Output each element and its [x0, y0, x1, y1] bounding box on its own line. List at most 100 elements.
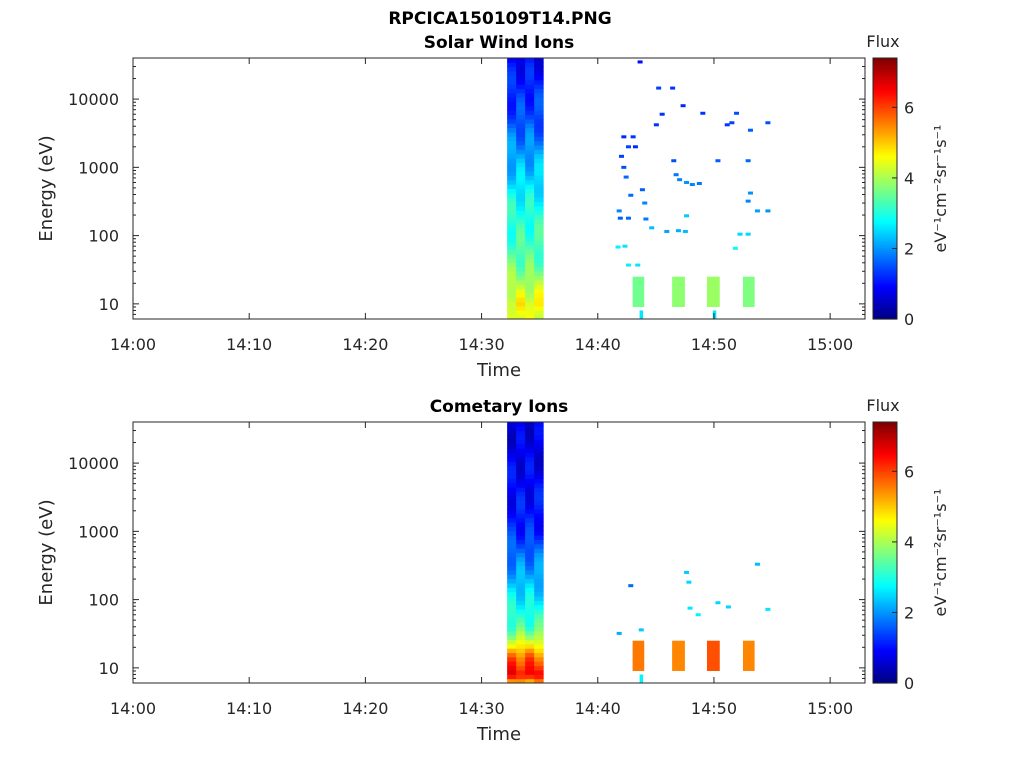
heat-cell — [516, 136, 526, 142]
heat-cell — [516, 310, 526, 316]
colorbar-segment — [873, 284, 897, 287]
heat-cell — [534, 232, 544, 237]
heat-cell — [525, 548, 535, 553]
colorbar-segment — [873, 84, 897, 87]
colorbar-segment — [873, 286, 897, 290]
colorbar-segment — [873, 203, 897, 207]
heat-cell — [516, 166, 526, 172]
heat-cell — [525, 253, 535, 259]
heat-cell — [516, 192, 526, 198]
heat-cell — [516, 622, 526, 627]
colorbar-segment — [873, 221, 897, 224]
heat-cell — [534, 674, 544, 680]
heat-cell — [516, 227, 526, 233]
heat-cell — [534, 500, 544, 506]
heat-cell — [534, 530, 544, 536]
colorbar-segment — [873, 273, 897, 277]
colorbar-segment — [873, 648, 897, 651]
heat-cell — [507, 495, 517, 501]
heat-cell — [525, 561, 535, 567]
heat-point — [639, 188, 645, 192]
colorbar-segment — [873, 179, 897, 183]
colorbar-segment — [873, 439, 897, 443]
heat-cell — [525, 622, 535, 627]
heat-point — [729, 121, 735, 125]
colorbar-segment — [873, 299, 897, 303]
heat-point — [625, 216, 631, 220]
heat-cell — [534, 495, 544, 501]
heat-cell — [516, 430, 526, 436]
heat-point — [687, 606, 693, 610]
heat-cell — [534, 474, 544, 480]
heat-point — [747, 191, 753, 195]
heat-cell — [534, 262, 544, 268]
heat-cell — [525, 609, 535, 614]
colorbar-segment — [873, 615, 897, 619]
colorbar-segment — [873, 643, 897, 647]
heat-cell — [525, 271, 535, 276]
heat-cell — [507, 635, 517, 640]
heat-cell — [507, 214, 517, 220]
colorbar-segment — [873, 532, 897, 536]
colorbar-segment — [873, 498, 897, 501]
heat-cell — [525, 495, 535, 501]
heat-cell — [534, 456, 544, 462]
heat-cell — [525, 587, 535, 593]
heat-cell — [525, 245, 535, 250]
colorbar-segment — [873, 428, 897, 432]
colorbar-segment — [873, 155, 897, 159]
x-tick-label: 14:50 — [691, 699, 737, 718]
colorbar-segment — [873, 125, 897, 129]
heat-cell — [507, 574, 517, 580]
heat-cell — [534, 469, 544, 475]
heat-cell — [712, 310, 717, 319]
heat-cell — [534, 478, 544, 484]
heat-point — [664, 229, 670, 233]
heat-cell — [516, 439, 526, 445]
heat-point — [617, 216, 623, 220]
colorbar-segment — [873, 71, 897, 74]
heat-cell — [525, 600, 535, 606]
colorbar-segment — [873, 487, 897, 491]
heat-cell — [516, 587, 526, 593]
heat-cell — [507, 266, 517, 272]
heat-cell — [534, 249, 544, 255]
colorbar-segment — [873, 105, 897, 109]
heat-cell — [525, 105, 535, 111]
heat-cell — [525, 58, 535, 63]
heat-cell — [516, 535, 526, 540]
heat-cell — [516, 179, 526, 185]
heat-cell — [507, 149, 517, 155]
heat-cell — [516, 240, 526, 246]
heat-cell — [525, 171, 535, 176]
heat-cell — [507, 517, 517, 523]
heat-cell — [507, 162, 517, 168]
heat-cell — [516, 145, 526, 150]
heat-cell — [507, 310, 517, 316]
heat-cell — [525, 613, 535, 619]
heat-cell — [525, 552, 535, 558]
heat-cell — [516, 118, 526, 124]
heat-cell — [516, 201, 526, 207]
heat-cell — [507, 665, 517, 671]
colorbar-segment — [873, 613, 897, 617]
heat-point — [765, 209, 771, 213]
colorbar-segment — [873, 255, 897, 259]
heat-cell — [534, 517, 544, 523]
heat-cell — [525, 635, 535, 640]
heat-cell — [525, 184, 535, 189]
colorbar-segment — [873, 158, 897, 161]
heat-cell — [525, 578, 535, 584]
heat-cell — [525, 509, 535, 514]
heat-cell — [525, 448, 535, 453]
colorbar-segment — [873, 310, 897, 314]
colorbar-segment — [873, 593, 897, 597]
colorbar-segment — [873, 186, 897, 190]
colorbar-segment — [873, 168, 897, 172]
colorbar-segment — [873, 598, 897, 601]
heat-cell — [516, 591, 526, 597]
heat-cell — [525, 284, 535, 290]
colorbar-segment — [873, 565, 897, 569]
heat-cell — [507, 301, 517, 307]
